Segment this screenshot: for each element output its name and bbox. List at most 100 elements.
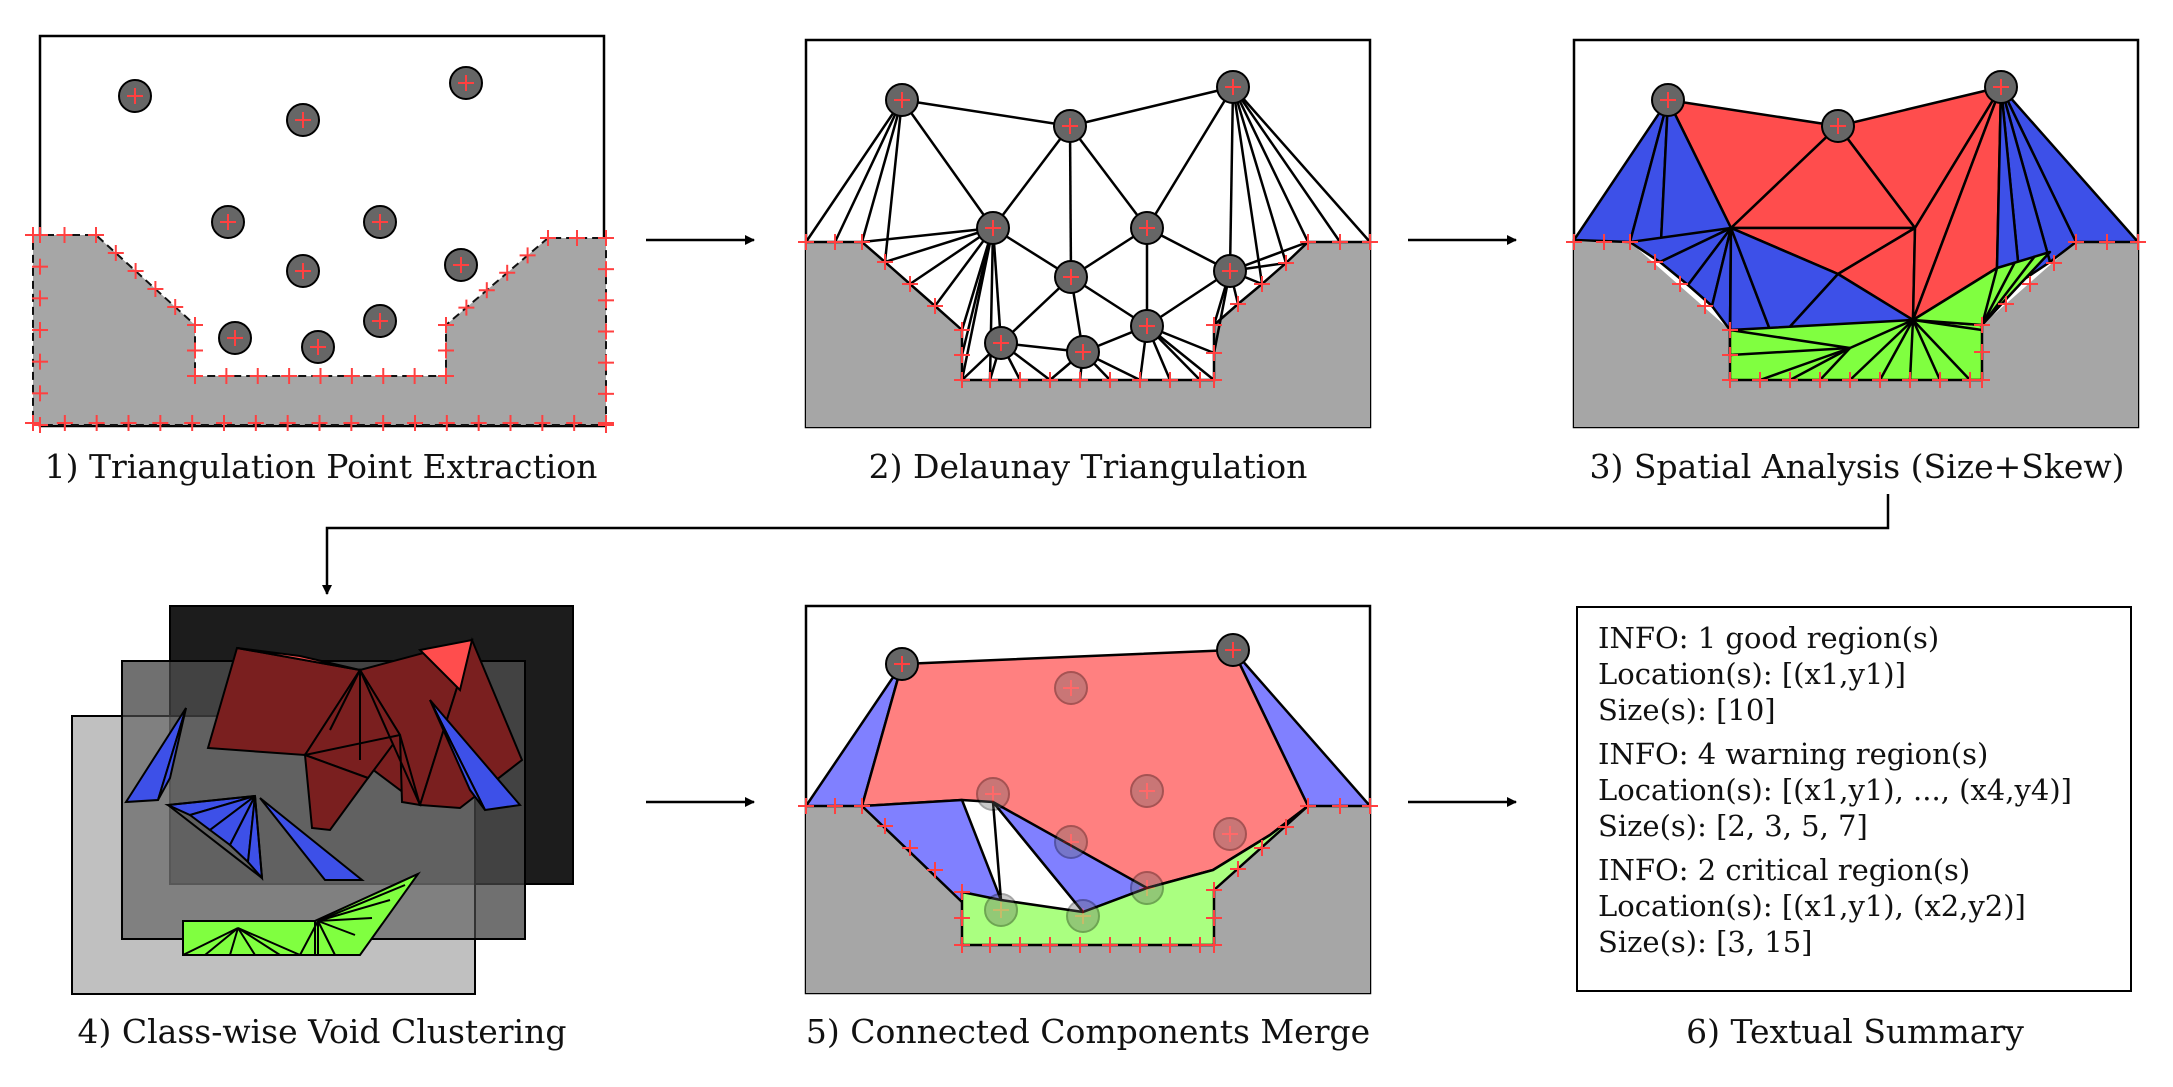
triangulation-edge <box>833 99 904 243</box>
boundary-marker <box>598 230 614 246</box>
triangulation-edge <box>861 226 994 244</box>
boundary-marker <box>147 281 164 297</box>
boundary-marker <box>1206 910 1222 926</box>
sample-point <box>1054 671 1088 705</box>
boundary-marker <box>1697 298 1713 314</box>
triangulation-edge <box>1231 86 1264 285</box>
cluster-edge <box>237 927 281 956</box>
sample-point <box>1054 825 1088 859</box>
sample-point <box>976 211 1010 245</box>
sample-point <box>1053 109 1087 143</box>
boundary-marker <box>499 264 516 281</box>
caption-step-4: 4) Class-wise Void Clustering <box>77 1012 567 1051</box>
triangulation-edge <box>1231 86 1342 243</box>
warning-cluster <box>259 797 365 881</box>
sample-point <box>1651 83 1685 117</box>
sample-point <box>286 254 320 288</box>
boundary-marker <box>1722 347 1738 363</box>
boundary-marker <box>281 368 298 384</box>
boundary-marker <box>798 798 814 814</box>
triangulation-edge <box>1878 319 1915 381</box>
cluster-edge <box>317 920 336 956</box>
cluster-edge <box>317 899 391 922</box>
caption-step-3: 3) Spatial Analysis (Size+Skew) <box>1589 447 2125 486</box>
boundary-marker <box>1042 372 1058 388</box>
caption-step-1: 1) Triangulation Point Extraction <box>44 447 598 486</box>
boundary-marker <box>1332 798 1348 814</box>
cluster-edge <box>317 917 373 922</box>
critical-cluster <box>236 647 361 671</box>
sample-point <box>976 777 1010 811</box>
boundary-marker <box>1162 372 1178 388</box>
boundary-marker <box>438 342 454 359</box>
triangulation-edge <box>991 227 1003 344</box>
cluster-edge <box>329 669 361 731</box>
boundary-marker <box>902 276 918 292</box>
boundary-marker <box>598 261 614 278</box>
triangulation-edge <box>1231 86 1310 243</box>
summary-good: INFO: 1 good region(s) Location(s): [(x1… <box>1598 620 2130 728</box>
boundary-marker <box>1782 372 1798 388</box>
boundary-marker <box>32 227 48 243</box>
boundary-marker <box>854 234 870 250</box>
triangulation-edge <box>1069 125 1148 229</box>
boundary-marker <box>877 818 893 834</box>
sample-point <box>984 893 1018 927</box>
boundary-marker <box>954 322 970 338</box>
boundary-marker <box>827 798 843 814</box>
boundary-marker <box>1192 937 1208 953</box>
sample-point <box>1984 70 2018 104</box>
boundary-marker <box>877 254 893 270</box>
triangulation-edge <box>1228 86 1235 272</box>
good-cluster <box>314 871 421 956</box>
triangulation-edge <box>1759 346 1851 382</box>
summary-size: Size(s): [10] <box>1598 693 1776 727</box>
boundary-marker <box>798 234 814 250</box>
cluster-edge <box>317 884 406 922</box>
triangulation-edge <box>860 99 904 243</box>
boundary-marker <box>88 227 104 243</box>
boundary-marker <box>2130 234 2146 250</box>
panel-connected-components <box>798 604 1378 995</box>
boundary-marker <box>954 910 970 926</box>
boundary-marker <box>954 937 970 953</box>
caption-step-5: 5) Connected Components Merge <box>805 1012 1371 1051</box>
boundary-marker <box>598 354 614 371</box>
cluster-edge <box>304 734 401 756</box>
sample-point <box>1130 774 1164 808</box>
boundary-marker <box>982 937 998 953</box>
sample-point <box>218 321 252 355</box>
boundary-marker <box>540 230 556 246</box>
flow-arrows <box>322 235 1890 807</box>
boundary-marker <box>216 415 232 431</box>
boundary-marker <box>218 368 235 384</box>
boundary-marker <box>56 227 73 243</box>
boundary-marker <box>1332 234 1348 250</box>
triangulation-edge <box>1068 125 1073 278</box>
boundary-marker <box>152 415 169 431</box>
sample-point <box>118 79 152 113</box>
summary-location: Location(s): [(x1,y1)] <box>1598 657 1906 691</box>
boundary-marker <box>187 317 203 333</box>
boundary-marker <box>1072 372 1088 388</box>
boundary-marker <box>375 368 392 384</box>
boundary-marker <box>343 415 360 431</box>
boundary-marker <box>1872 372 1888 388</box>
cluster-edge <box>182 927 239 956</box>
panel-point-extraction <box>25 34 614 433</box>
triangulation-edge <box>1819 347 1851 381</box>
boundary-marker <box>120 415 137 431</box>
boundary-marker <box>1042 937 1058 953</box>
boundary-marker <box>88 415 105 431</box>
triangulation-edge <box>1849 318 1914 350</box>
triangulation-edge <box>1908 319 1915 381</box>
cluster-edge <box>299 920 319 956</box>
sample-point <box>1821 109 1855 143</box>
boundary-marker <box>2022 276 2038 292</box>
boundary-marker <box>2046 255 2062 271</box>
boundary-marker <box>566 415 583 431</box>
sample-point <box>449 66 483 100</box>
cluster-edge <box>317 920 356 936</box>
boundary-marker <box>1206 937 1222 953</box>
triangulation-edge <box>1231 86 1288 264</box>
